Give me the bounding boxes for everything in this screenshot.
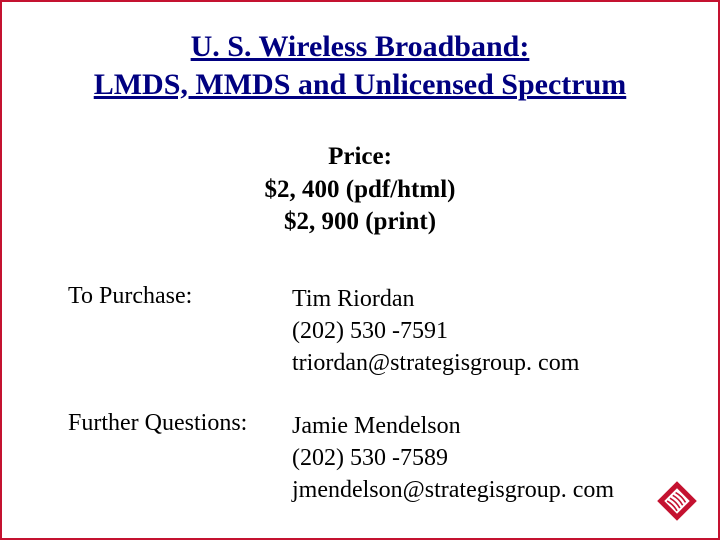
contact-name: Jamie Mendelson <box>292 413 461 439</box>
contact-email: jmendelson@strategisgroup. com <box>292 477 614 503</box>
contact-phone: (202) 530 -7591 <box>292 318 448 344</box>
contact-value: Jamie Mendelson (202) 530 -7589 jmendels… <box>292 410 614 507</box>
title-line-2: LMDS, MMDS and Unlicensed Spectrum <box>94 68 627 101</box>
contact-value: Tim Riordan (202) 530 -7591 triordan@str… <box>292 283 579 380</box>
slide-title: U. S. Wireless Broadband: LMDS, MMDS and… <box>32 28 688 103</box>
strategis-logo-icon <box>654 478 700 524</box>
contact-phone: (202) 530 -7589 <box>292 445 448 471</box>
price-heading: Price: <box>328 143 392 170</box>
title-line-1: U. S. Wireless Broadband: <box>191 30 530 63</box>
price-block: Price: $2, 400 (pdf/html) $2, 900 (print… <box>32 141 688 239</box>
contact-row-questions: Further Questions: Jamie Mendelson (202)… <box>68 410 688 507</box>
contact-email: triordan@strategisgroup. com <box>292 350 579 376</box>
slide-frame: U. S. Wireless Broadband: LMDS, MMDS and… <box>0 0 720 540</box>
contacts-section: To Purchase: Tim Riordan (202) 530 -7591… <box>32 283 688 507</box>
price-line-1: $2, 400 (pdf/html) <box>265 176 456 203</box>
price-line-2: $2, 900 (print) <box>284 208 436 235</box>
contact-label: Further Questions: <box>68 410 292 507</box>
contact-name: Tim Riordan <box>292 286 414 312</box>
contact-row-purchase: To Purchase: Tim Riordan (202) 530 -7591… <box>68 283 688 380</box>
contact-label: To Purchase: <box>68 283 292 380</box>
